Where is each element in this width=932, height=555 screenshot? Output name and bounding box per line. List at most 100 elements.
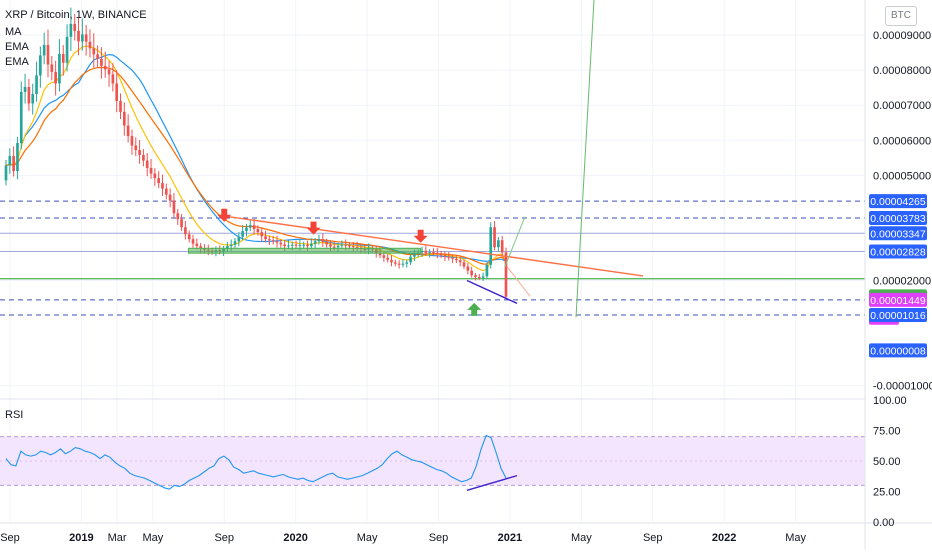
candle — [260, 227, 264, 242]
legend-title[interactable]: XRP / Bitcoin, 1W, BINANCE — [5, 9, 147, 21]
candle-body — [340, 244, 344, 246]
candle-body — [420, 250, 424, 253]
candle-body — [8, 156, 12, 166]
candle-body — [458, 260, 462, 263]
candle — [84, 24, 88, 56]
candle — [466, 263, 470, 275]
candle-body — [466, 266, 470, 271]
arrow-down-icon — [306, 221, 321, 235]
legend-ema-1[interactable]: EMA — [5, 41, 30, 53]
candle-body — [77, 30, 80, 42]
candle — [497, 236, 500, 252]
rsi-divergence-line — [466, 474, 518, 491]
legend-ma[interactable]: MA — [5, 26, 22, 38]
candle — [310, 238, 313, 250]
candles — [4, 7, 508, 300]
rsi-tick-label: 50.00 — [873, 456, 901, 468]
price-tag-label: 0.00001449 — [870, 295, 926, 307]
currency-badge[interactable]: BTC — [885, 6, 917, 26]
candle-body — [50, 64, 54, 72]
candle — [65, 24, 69, 72]
candle — [237, 232, 241, 247]
legend-rsi[interactable]: RSI — [5, 409, 23, 421]
ema-slow-line — [5, 66, 507, 265]
candle — [4, 159, 8, 186]
divergence-line — [466, 279, 518, 304]
candle — [39, 46, 42, 88]
candle-body — [39, 55, 42, 76]
candle-body — [348, 245, 351, 247]
price-tag: 0.00003783 — [869, 211, 927, 226]
price-tag-box — [869, 292, 927, 307]
candle — [317, 234, 321, 245]
candle-body — [226, 246, 229, 249]
candle-body — [187, 234, 191, 240]
candle — [27, 79, 31, 111]
candle-body — [69, 23, 73, 37]
candle — [164, 183, 168, 200]
candle-body — [435, 252, 439, 254]
candle — [58, 39, 61, 92]
x-tick-label: 2020 — [283, 532, 307, 544]
candle — [54, 60, 57, 96]
y-tick-label: 0.00006000 — [873, 135, 931, 147]
candle — [405, 259, 409, 268]
candle-body — [344, 244, 348, 246]
candle-body — [119, 100, 122, 112]
candle — [477, 274, 481, 280]
x-tick-label: Mar — [108, 532, 127, 544]
candle — [19, 81, 23, 150]
candle-body — [176, 213, 180, 220]
drawings — [188, 0, 644, 318]
candle — [100, 47, 103, 79]
candle — [23, 73, 27, 104]
projection-line — [575, 0, 595, 318]
price-tag-box — [869, 211, 927, 226]
candle — [420, 246, 424, 257]
candle-body — [443, 255, 447, 257]
candle — [61, 45, 65, 76]
candle-body — [485, 264, 489, 277]
candle — [470, 266, 473, 278]
candle-body — [54, 71, 57, 84]
candle-body — [122, 111, 126, 126]
candle-body — [428, 252, 431, 254]
candle — [180, 213, 183, 231]
candle — [462, 259, 466, 270]
price-tag-box — [869, 194, 927, 209]
candle-body — [432, 252, 435, 254]
price-tag-box — [869, 226, 927, 241]
candle — [119, 93, 122, 120]
rsi-tick-label: 25.00 — [873, 487, 901, 499]
x-tick-label: 2021 — [498, 532, 522, 544]
candle — [393, 259, 397, 267]
trend-line — [224, 215, 644, 277]
candle-body — [96, 54, 99, 59]
candle-body — [413, 254, 416, 257]
candle — [500, 235, 504, 256]
legend-ema-2[interactable]: EMA — [5, 56, 30, 68]
candle-body — [161, 183, 164, 189]
candle-body — [390, 259, 393, 263]
candle — [271, 235, 275, 245]
candle — [248, 220, 252, 232]
rsi-tick-label: 75.00 — [873, 426, 901, 438]
candle-body — [4, 165, 8, 181]
candle — [428, 249, 431, 258]
candle — [88, 29, 92, 58]
price-tag-label: 0.00000008 — [870, 345, 926, 357]
y-tick-label: -0.00001000 — [873, 381, 932, 393]
candle-body — [31, 93, 35, 104]
candle-body — [23, 86, 27, 92]
candle-body — [168, 194, 172, 201]
candle-body — [504, 252, 508, 297]
price-tag-label: 0.00002828 — [870, 246, 926, 258]
candle-body — [462, 262, 466, 267]
candle-body — [88, 41, 92, 49]
price-tag: 0.00003347 — [869, 226, 927, 241]
candle-body — [332, 246, 336, 248]
candle — [455, 255, 458, 263]
y-tick-label: 0.00008000 — [873, 65, 931, 77]
